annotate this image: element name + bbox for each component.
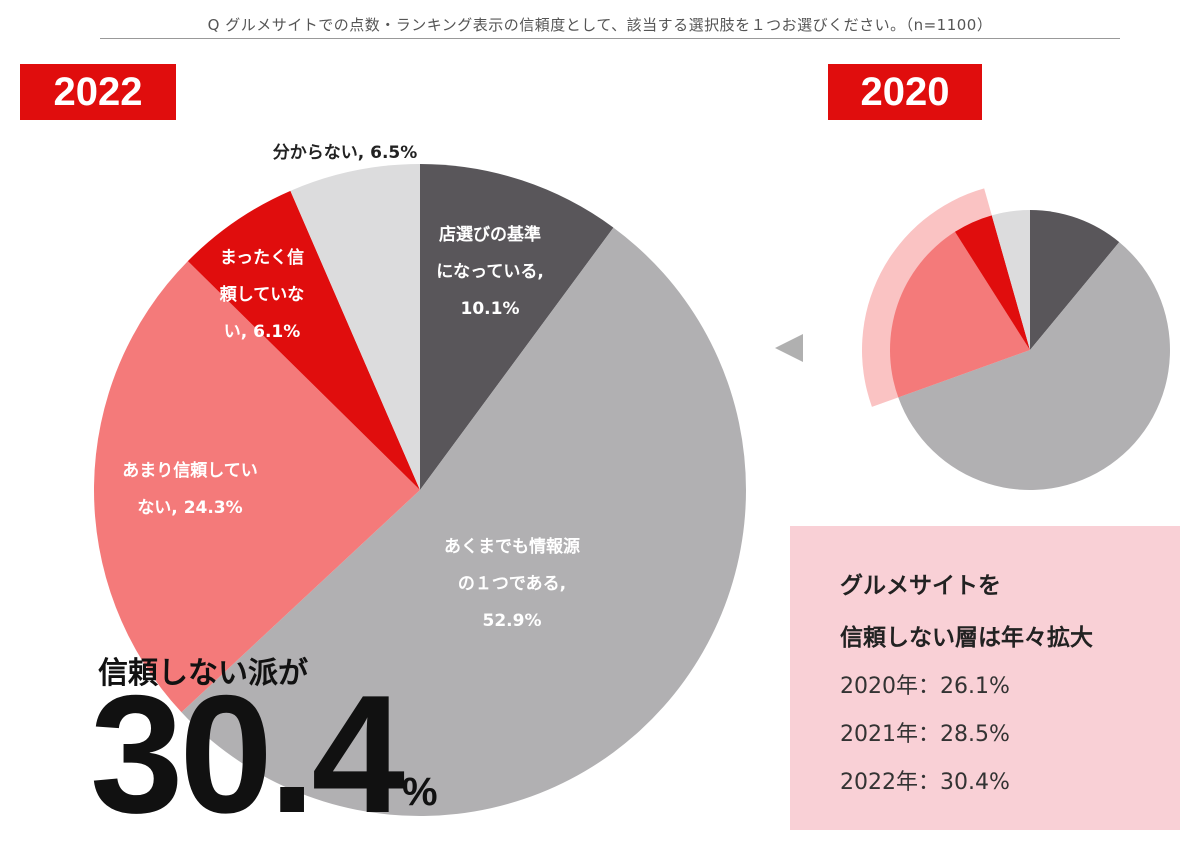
- pie-slice: [94, 261, 420, 713]
- slice-label-line: まったく信: [220, 247, 304, 268]
- slice-label-line: あまり信頼してい: [122, 460, 258, 481]
- pie-slice: [181, 227, 747, 817]
- pie-slice: [898, 242, 1170, 491]
- slice-label-line: 10.1%: [461, 299, 520, 319]
- arrow-left-icon: [775, 334, 803, 362]
- slice-label-line: になっている,: [436, 262, 544, 282]
- info-title-line-2: 信頼しない層は年々拡大: [840, 625, 1093, 651]
- pie-slice: [1030, 210, 1120, 350]
- question-text: Q グルメサイトでの点数・ランキング表示の信頼度として、該当する選択肢を１つお選…: [207, 16, 993, 34]
- year-tag-2022: 2022: [20, 64, 176, 120]
- pie-slice: [420, 164, 614, 490]
- slice-label: あくまでも情報源の１つである, 52.9%: [444, 536, 580, 631]
- info-row: 2022年：30.4%: [840, 770, 1010, 795]
- big-value: 30.4: [90, 660, 405, 848]
- slice-label: 分からない, 6.5%: [273, 143, 418, 163]
- year-tag-2020: 2020: [828, 64, 982, 120]
- slice-label: あまり信頼していない, 24.3%: [122, 460, 258, 518]
- slice-label-line: の１つである,: [458, 574, 566, 594]
- slice-label-line: 頼していな: [220, 284, 305, 305]
- slice-label-line: ない, 24.3%: [137, 498, 242, 518]
- headline: 信頼しない派が: [98, 656, 308, 691]
- info-title-line-1: グルメサイトを: [840, 573, 1001, 599]
- pie-slice: [187, 190, 420, 491]
- slice-label-line: 52.9%: [483, 611, 542, 631]
- info-row: 2021年：28.5%: [840, 722, 1010, 747]
- question-underline: [100, 38, 1120, 39]
- slice-label-line: 店選びの基準: [439, 224, 541, 245]
- slice-label-line: い, 6.1%: [224, 322, 301, 342]
- slice-label: 店選びの基準になっている, 10.1%: [436, 224, 544, 319]
- info-row: 2020年：26.1%: [840, 674, 1010, 699]
- pie-slice: [290, 164, 420, 490]
- slice-label-line: あくまでも情報源: [444, 536, 580, 557]
- big-value-unit: %: [402, 770, 438, 814]
- pie-slice: [991, 210, 1030, 350]
- pie-slice: [889, 231, 1030, 398]
- pie-slice: [954, 215, 1030, 350]
- slice-label: まったく信頼していない, 6.1%: [220, 247, 305, 342]
- slice-label-line: 分からない, 6.5%: [273, 143, 418, 163]
- info-box: グルメサイトを 信頼しない層は年々拡大 2020年：26.1% 2021年：28…: [790, 526, 1180, 830]
